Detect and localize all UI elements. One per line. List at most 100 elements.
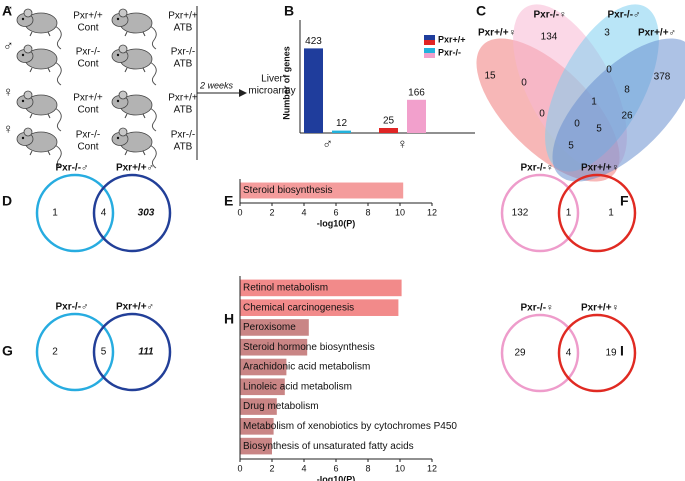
panel-label: I: [620, 343, 624, 359]
category-label: Retinol metabolism: [243, 283, 328, 294]
sex-symbol: ♂: [3, 38, 14, 54]
venn-set: [500, 313, 580, 393]
venn-count: 1: [566, 208, 572, 219]
x-tick-label: 8: [365, 463, 370, 473]
bar: [240, 437, 272, 455]
venn-set-label: Pxr+/+♂: [116, 163, 154, 174]
x-tick-label: ♂: [322, 136, 333, 152]
treatment-label: ATB: [174, 142, 193, 153]
venn-count: 132: [512, 208, 529, 219]
mouse-tail: [149, 107, 157, 132]
mouse-eye: [116, 99, 120, 103]
bar: [240, 398, 277, 415]
venn-count: 15: [484, 71, 496, 82]
mouse-ear: [23, 44, 33, 54]
sex-symbol: ♂: [3, 2, 14, 18]
x-tick-label: 10: [395, 207, 405, 217]
venn-count: 0: [574, 119, 580, 130]
category-label: Chemical carcinogenesis: [243, 302, 354, 313]
venn-count: 4: [566, 348, 572, 359]
target-label: microarray: [248, 86, 295, 97]
bar: [240, 378, 285, 396]
venn-count: 2: [52, 347, 58, 358]
venn-set: [92, 173, 172, 253]
x-tick-label: 2: [269, 207, 274, 217]
arrow-label: 2 weeks: [199, 80, 234, 90]
category-label: Metabolism of xenobiotics by cytochromes…: [243, 421, 457, 432]
venn-set-label: Pxr+/+♀: [478, 28, 516, 39]
panel-label: F: [620, 193, 629, 209]
mouse-tail: [149, 61, 157, 86]
x-axis-label: -log10(P): [317, 218, 356, 228]
x-tick-label: 10: [395, 463, 405, 473]
mouse-eye: [21, 17, 25, 21]
venn-count: 5: [101, 347, 107, 358]
mouse-ear: [118, 90, 128, 100]
treatment-label: Cont: [77, 105, 98, 116]
value-label: 25: [383, 116, 395, 127]
venn-set-label: Pxr+/+♀: [581, 163, 619, 174]
venn-count: 26: [621, 111, 633, 122]
mouse-feet: [29, 150, 51, 156]
x-tick-label: 4: [301, 463, 306, 473]
panel-label: C: [476, 3, 486, 19]
mouse-icon: [16, 8, 62, 50]
x-tick-label: 4: [301, 207, 306, 217]
bar: [304, 48, 323, 133]
venn-count: 4: [101, 208, 107, 219]
venn-set-label: Pxr-/-♀: [520, 303, 553, 314]
venn-set: [500, 173, 580, 253]
sex-symbol: ♀: [3, 84, 14, 100]
treatment-label: Cont: [77, 23, 98, 34]
mouse-feet: [124, 67, 146, 73]
venn-set-label: Pxr-/-♂: [55, 302, 88, 313]
mouse-feet: [124, 150, 146, 156]
venn-count: 1: [52, 208, 58, 219]
genotype-label: Pxr-/-: [171, 130, 195, 141]
mouse-feet: [29, 31, 51, 37]
value-label: 423: [305, 36, 322, 47]
mouse-feet: [29, 113, 51, 119]
panel-label: E: [224, 193, 233, 209]
y-axis-label: Number of genes: [281, 46, 291, 120]
venn-count: 0: [606, 65, 612, 76]
mouse-ear: [23, 90, 33, 100]
venn-set: [552, 38, 685, 182]
category-label: Arachidonic acid metabolism: [243, 362, 370, 373]
mouse-feet: [29, 67, 51, 73]
genotype-label: Pxr-/-: [76, 130, 100, 141]
mouse-ear: [118, 127, 128, 137]
x-axis-label: -log10(P): [317, 474, 356, 481]
x-tick-label: 6: [333, 207, 338, 217]
mouse-eye: [116, 136, 120, 140]
value-label: 166: [408, 87, 425, 98]
bar: [240, 358, 287, 376]
venn-set-label: Pxr-/-♀: [520, 163, 553, 174]
mouse-tail: [54, 25, 62, 50]
venn-count: 3: [604, 28, 610, 39]
x-tick-label: 0: [237, 463, 242, 473]
genotype-label: Pxr+/+: [168, 11, 198, 22]
venn-set-label: Pxr-/-♂: [55, 163, 88, 174]
legend-label: Pxr+/+: [438, 34, 466, 44]
mouse-ear: [23, 127, 33, 137]
mouse-eye: [21, 53, 25, 57]
panel-label: B: [284, 3, 294, 19]
category-label: Drug metabolism: [243, 401, 319, 412]
x-tick-label: 12: [427, 463, 437, 473]
x-tick-label: 8: [365, 207, 370, 217]
mouse-feet: [124, 31, 146, 37]
venn-count: 1: [608, 208, 614, 219]
mouse-tail: [149, 144, 157, 169]
mouse-icon: [16, 90, 62, 132]
venn-count: 378: [654, 72, 671, 83]
venn-count: 303: [138, 208, 155, 219]
venn-count: 0: [521, 78, 527, 89]
mouse-eye: [21, 99, 25, 103]
genotype-label: Pxr+/+: [168, 93, 198, 104]
venn-count: 1: [591, 97, 597, 108]
venn-set-label: Pxr-/-♀: [533, 10, 566, 21]
mouse-ear: [118, 44, 128, 54]
venn-count: 8: [624, 85, 630, 96]
